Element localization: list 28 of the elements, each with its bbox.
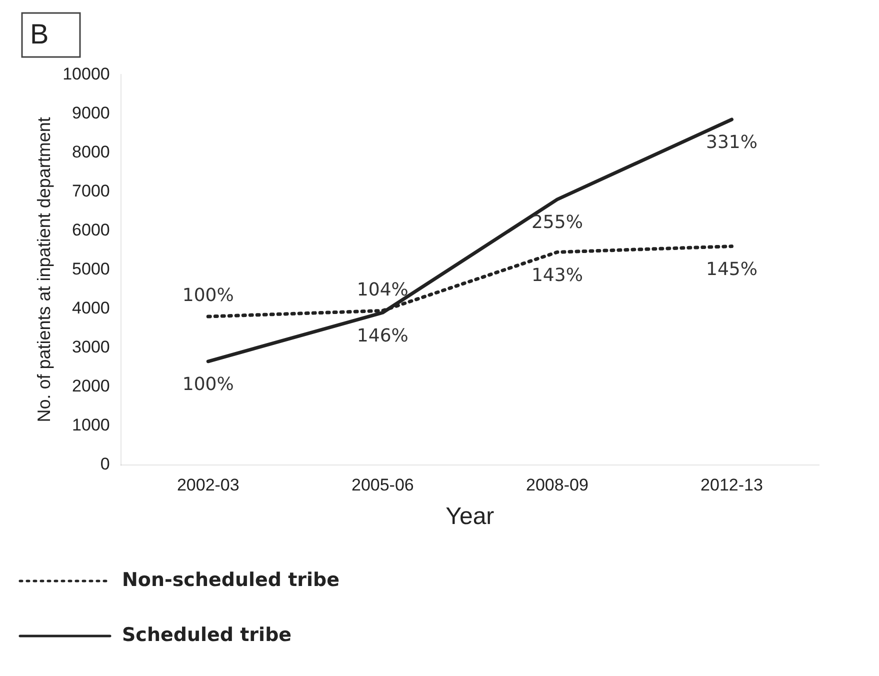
legend-label: Scheduled tribe (122, 624, 292, 646)
annotation: 255% (531, 212, 583, 234)
x-tick-label: 2012-13 (700, 476, 763, 495)
annotation: 100% (182, 285, 234, 306)
annotation: 143% (531, 264, 583, 286)
annotation: 104% (356, 279, 408, 300)
chart-title: B (30, 18, 49, 50)
y-tick-label: 10000 (62, 64, 110, 84)
x-axis-title: Year (446, 503, 494, 530)
x-tick-label: 2005-06 (351, 476, 414, 495)
annotation: 100% (182, 374, 234, 396)
y-tick-label: 4000 (72, 298, 110, 318)
x-tick-label: 2008-09 (526, 476, 588, 495)
y-axis-title: No. of patients at inpatient department (34, 117, 54, 422)
annotation: 145% (706, 258, 758, 280)
y-tick-label: 7000 (72, 181, 110, 200)
y-tick-label: 0 (100, 454, 110, 474)
x-tick-label: 2002-03 (176, 476, 240, 495)
y-tick-label: 5000 (72, 259, 110, 278)
y-tick-label: 1000 (72, 415, 110, 434)
y-tick-label: 8000 (72, 142, 110, 162)
y-tick-label: 3000 (72, 337, 110, 356)
y-tick-label: 2000 (72, 376, 110, 396)
y-tick-label: 6000 (72, 220, 110, 240)
y-tick-label: 9000 (72, 103, 110, 122)
annotation: 331% (706, 132, 758, 154)
legend-label: Non-scheduled tribe (122, 568, 340, 591)
annotation: 146% (356, 325, 408, 346)
